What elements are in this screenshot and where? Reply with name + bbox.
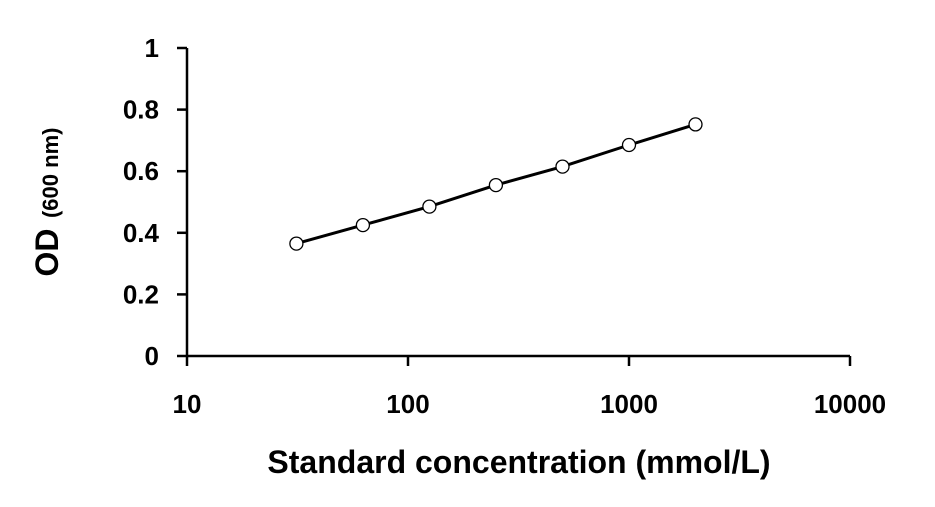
y-tick-label-5: 1 bbox=[145, 33, 159, 63]
y-tick-label-3: 0.6 bbox=[123, 156, 159, 186]
y-tick-label-4: 0.8 bbox=[123, 95, 159, 125]
y-ticks: 0 0.2 0.4 0.6 0.8 1 bbox=[123, 33, 187, 371]
y-axis-title-unit: (600 nm) bbox=[38, 128, 63, 218]
y-tick-label-2: 0.4 bbox=[123, 218, 160, 248]
x-tick-label-3: 10000 bbox=[814, 389, 886, 419]
x-tick-label-0: 10 bbox=[173, 389, 202, 419]
y-axis-title-main: OD bbox=[29, 228, 65, 276]
series bbox=[289, 117, 703, 251]
x-tick-label-2: 1000 bbox=[600, 389, 658, 419]
data-point-0 bbox=[289, 236, 304, 251]
x-ticks: 10 100 1000 10000 bbox=[173, 356, 886, 419]
data-point-1 bbox=[355, 217, 371, 233]
data-point-6 bbox=[688, 117, 703, 132]
data-point-5 bbox=[621, 137, 637, 153]
y-tick-label-1: 0.2 bbox=[123, 279, 159, 309]
x-axis-title: Standard concentration (mmol/L) bbox=[267, 444, 770, 480]
y-tick-label-0: 0 bbox=[145, 341, 159, 371]
data-point-3 bbox=[488, 177, 504, 193]
data-point-2 bbox=[422, 199, 437, 214]
y-axis-title: OD (600 nm) bbox=[29, 128, 65, 277]
x-tick-label-1: 100 bbox=[386, 389, 429, 419]
plot-area: 0 0.2 0.4 0.6 0.8 1 10 100 1000 10000 bbox=[123, 33, 886, 419]
data-point-4 bbox=[555, 159, 570, 174]
